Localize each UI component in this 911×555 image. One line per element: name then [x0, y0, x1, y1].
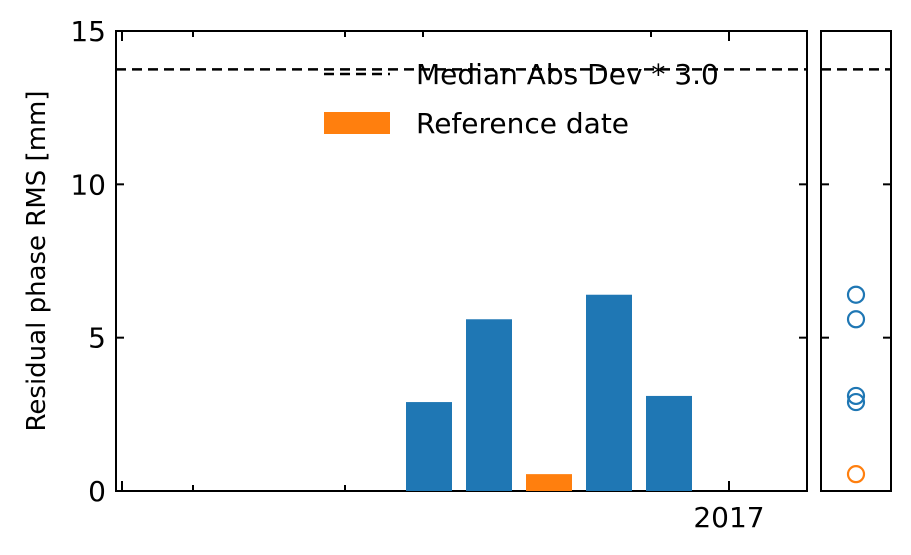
bar	[466, 319, 512, 491]
side-y-ticks	[821, 30, 891, 492]
y-tick-label: 10	[70, 168, 106, 201]
legend-label-threshold: Median Abs Dev * 3.0	[416, 58, 719, 91]
legend: Median Abs Dev * 3.0 Reference date	[324, 58, 719, 140]
scatter-point	[846, 386, 866, 406]
y-tick-label: 5	[88, 322, 106, 355]
bar-series	[406, 294, 692, 491]
main-plot-frame	[115, 30, 808, 492]
scatter-point	[846, 392, 866, 412]
y-tick-label: 15	[70, 15, 106, 48]
reference-bar	[526, 474, 572, 491]
y-axis-label: Residual phase RMS [mm]	[22, 91, 52, 432]
bar	[586, 294, 632, 491]
bar	[406, 402, 452, 491]
bar	[646, 395, 692, 491]
scatter-point	[846, 285, 866, 304]
scatter-series	[846, 285, 866, 484]
scatter-point	[846, 465, 866, 484]
x-tick-label-2017: 2017	[693, 501, 764, 534]
scatter-point	[846, 310, 866, 329]
legend-label-reference: Reference date	[416, 107, 629, 140]
y-tick-label: 0	[88, 475, 106, 508]
legend-patch-reference	[324, 112, 390, 134]
side-plot-frame	[820, 30, 892, 492]
main-y-ticks: 0 5 10 15	[70, 15, 807, 508]
